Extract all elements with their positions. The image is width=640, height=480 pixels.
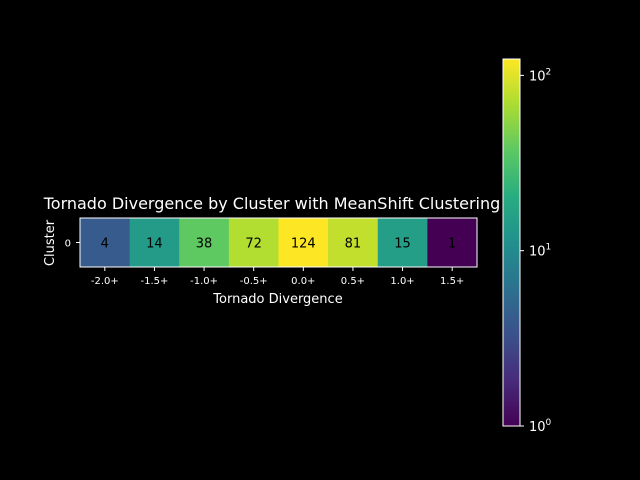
x-tick-label: -1.0+ xyxy=(190,276,218,287)
x-axis-ticks: -2.0+ -1.5+ -1.0+ -0.5+ 0.0+ 0.5+ 1.0+ 1.5+ xyxy=(91,267,464,287)
cell-value-label: 15 xyxy=(394,237,411,252)
x-tick-label: 0.0+ xyxy=(291,276,315,287)
heatmap-cells: 4 14 38 72 124 81 15 1 xyxy=(80,218,478,267)
cell-value-label: 72 xyxy=(245,237,262,252)
y-axis-ticks: 0 xyxy=(65,239,80,250)
heatmap-cell xyxy=(129,218,180,267)
x-tick-label: -2.0+ xyxy=(91,276,119,287)
cell-value-label: 38 xyxy=(196,237,213,252)
x-tick-label: -1.5+ xyxy=(140,276,168,287)
y-axis-label: Cluster xyxy=(43,219,58,266)
heatmap-cell xyxy=(427,218,478,267)
heatmap-cell xyxy=(80,218,130,267)
cell-value-label: 4 xyxy=(101,237,109,252)
chart-title: Tornado Divergence by Cluster with MeanS… xyxy=(43,194,501,213)
cell-value-label: 81 xyxy=(345,237,362,252)
heatmap-cell xyxy=(179,218,230,267)
x-axis-label: Tornado Divergence xyxy=(212,292,342,307)
colorbar xyxy=(502,58,521,427)
y-tick-label: 0 xyxy=(65,239,71,250)
cell-value-label: 1 xyxy=(448,237,456,252)
x-tick-label: 0.5+ xyxy=(341,276,365,287)
cell-value-label: 14 xyxy=(146,237,163,252)
x-tick-label: 1.0+ xyxy=(390,276,414,287)
heatmap-cell xyxy=(278,218,329,267)
heatmap-cell xyxy=(377,218,428,267)
x-tick-label: -0.5+ xyxy=(240,276,268,287)
heatmap-cell xyxy=(328,218,379,267)
x-tick-label: 1.5+ xyxy=(440,276,464,287)
heatmap-cell xyxy=(228,218,279,267)
cell-value-label: 124 xyxy=(291,237,316,252)
